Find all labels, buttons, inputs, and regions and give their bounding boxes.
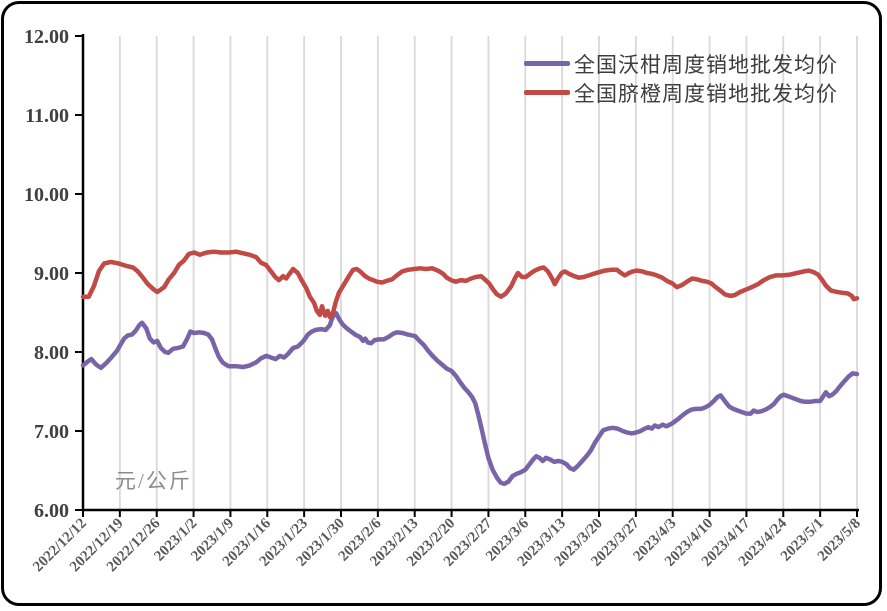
series-line-1 [80,249,860,320]
price-line-chart: 6.00 7.00 8.00 9.00 10.00 11.00 12.00 2022/12/… [24,26,864,575]
y-tick-label: 6.00 [34,500,69,522]
y-tick-label: 7.00 [34,421,69,443]
legend-item-wogan: 全国沃柑周度销地批发均价 [524,51,838,77]
legend-item-navel-orange: 全国脐橙周度销地批发均价 [524,80,838,106]
y-axis-unit-label: 元/公斤 [115,469,192,493]
y-tick-label: 8.00 [34,342,69,364]
y-tick-label: 11.00 [25,105,69,127]
legend-label-wogan: 全国沃柑周度销地批发均价 [574,52,838,77]
series-lines [80,249,860,487]
y-tick-label: 10.00 [24,184,69,206]
legend-label-navel-orange: 全国脐橙周度销地批发均价 [574,81,838,106]
wogan-line-swatch [524,61,570,66]
axes [75,34,859,517]
y-tick-labels: 6.00 7.00 8.00 9.00 10.00 11.00 12.00 [24,26,69,522]
x-tick-labels: 2022/12/122022/12/192022/12/262023/1/220… [30,515,864,575]
series-line-0 [80,311,860,487]
navel-orange-line-swatch [524,90,570,95]
y-tick-label: 9.00 [34,263,69,285]
legend: 全国沃柑周度销地批发均价 全国脐橙周度销地批发均价 [524,51,838,106]
y-tick-label: 12.00 [24,26,69,48]
